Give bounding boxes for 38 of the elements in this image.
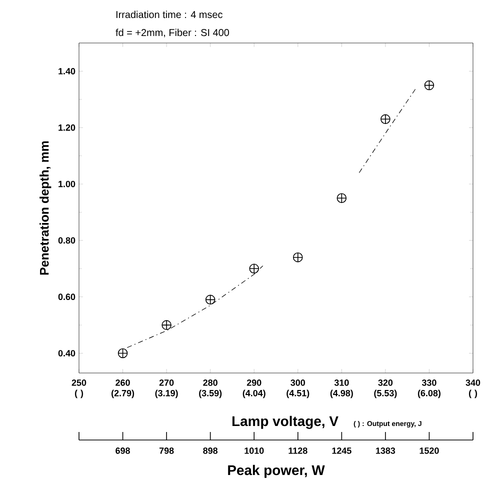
point <box>249 264 259 274</box>
point <box>380 114 390 124</box>
x-tick-label: 320 (5.53) <box>374 380 397 398</box>
chart-title: Irradiation time : 4 msec <box>116 10 222 18</box>
x-axis-title: Lamp voltage, V <box>232 416 338 429</box>
y-tick-label: 0.80 <box>58 237 76 244</box>
x-tick-label: 280 (3.59) <box>199 380 222 398</box>
point <box>205 294 216 305</box>
annotation: 1383 <box>376 448 396 454</box>
x-tick-label: 290 (4.04) <box>242 380 266 398</box>
point <box>424 80 434 90</box>
point <box>293 252 303 262</box>
y-tick-label: 0.40 <box>58 350 76 356</box>
y-tick-label: 0.60 <box>58 294 76 300</box>
y-tick-label: 1.40 <box>58 68 76 74</box>
x-tick-label: 260 (2.79) <box>112 380 134 398</box>
chart-subtitle: fd = +2mm, Fiber : SI 400 <box>116 28 230 38</box>
line-series <box>126 266 264 348</box>
x-tick-label: 340 ( ) <box>466 380 480 398</box>
point <box>118 348 128 358</box>
x-tick-label: 250 ( ) <box>72 380 86 398</box>
annotation: 898 <box>203 448 218 454</box>
annotation: 1128 <box>288 448 308 454</box>
annotation: 1010 <box>244 448 264 454</box>
y-tick-label: 1.20 <box>58 124 76 131</box>
x-tick-label: 270 (3.19) <box>155 380 178 398</box>
text: Peak power, W <box>228 464 325 478</box>
annotation: 1520 <box>420 448 439 454</box>
point <box>336 193 347 204</box>
x-tick-label: 300 (4.51) <box>286 380 310 398</box>
annotation: 798 <box>159 448 174 454</box>
y-axis-title: Penetration depth, mm <box>40 141 52 275</box>
x-tick-label: 330 (6.08) <box>418 380 440 398</box>
point <box>162 320 172 330</box>
y-tick-label: 1.00 <box>58 180 76 188</box>
annotation: 1245 <box>332 448 352 454</box>
x-tick-label: 310 (4.98) <box>330 380 353 398</box>
annotation: 698 <box>116 448 130 454</box>
